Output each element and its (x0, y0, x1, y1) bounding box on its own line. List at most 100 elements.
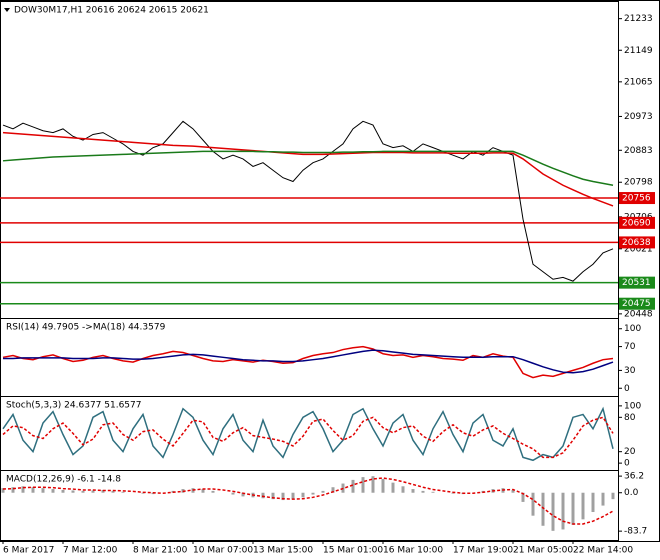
histogram-bar (521, 492, 525, 502)
histogram-bar (261, 492, 265, 499)
histogram-bar (511, 489, 515, 493)
histogram-bar (211, 490, 215, 493)
panel-title: MACD(12,26,9) -6.1 -14.8 (6, 475, 121, 485)
histogram-bar (551, 492, 555, 531)
level-box (619, 216, 655, 229)
series-line (2, 477, 614, 525)
histogram-bar (141, 492, 145, 494)
histogram-bar (371, 476, 375, 493)
x-tick-label: 15 Mar 01:00 (323, 546, 383, 556)
level-label: 20756 (622, 194, 651, 204)
histogram-bar (61, 489, 65, 493)
level-box (619, 297, 655, 310)
histogram-bar (541, 492, 545, 526)
level-label: 20475 (622, 299, 651, 309)
x-tick-label: 21 Mar 05:00 (513, 546, 573, 556)
histogram-bar (71, 490, 75, 493)
x-tick-label: 16 Mar 10:00 (383, 546, 443, 556)
histogram-bar (431, 491, 435, 493)
histogram-bar (611, 492, 615, 500)
y-tick-label: 21233 (624, 14, 653, 24)
series-line (2, 406, 614, 462)
y-tick-label: 30 (624, 366, 636, 376)
series-line (2, 120, 614, 282)
histogram-bar (31, 487, 35, 493)
y-tick-label: 100 (624, 324, 641, 334)
histogram-bar (91, 490, 95, 493)
histogram-bar (531, 492, 535, 516)
histogram-bar (451, 492, 455, 494)
panel (0, 1, 619, 319)
histogram-bar (571, 492, 575, 525)
histogram-bar (331, 487, 335, 493)
histogram-bar (311, 492, 315, 495)
x-tick-label: 10 Mar 07:00 (193, 546, 253, 556)
panel-title: RSI(14) 49.7905 ->MA(18) 44.3579 (6, 323, 166, 333)
histogram-bar (241, 492, 245, 497)
histogram-bar (41, 488, 45, 493)
y-tick-label: 20 (624, 447, 636, 457)
histogram-bar (381, 478, 385, 493)
y-tick-label: 20883 (624, 146, 653, 156)
level-box (619, 276, 655, 289)
histogram-bar (601, 492, 605, 506)
x-tick-label: 13 Mar 15:00 (253, 546, 313, 556)
y-tick-label: 20448 (624, 309, 653, 319)
y-tick-label: 0 (624, 384, 630, 394)
y-tick-label: 36.2 (624, 472, 644, 482)
histogram-bar (271, 492, 275, 500)
histogram-bar (391, 482, 395, 493)
histogram-bar (361, 477, 365, 493)
histogram-bar (281, 492, 285, 501)
histogram-bar (291, 492, 295, 500)
histogram-bar (11, 487, 15, 493)
level-label: 20690 (622, 218, 651, 228)
y-tick-label: 20798 (624, 178, 653, 188)
y-tick-label: 0 (624, 459, 630, 469)
x-tick-label: 8 Mar 21:00 (133, 546, 188, 556)
histogram-bar (231, 492, 235, 495)
panel (0, 470, 619, 541)
histogram-bar (581, 492, 585, 520)
series-line (2, 150, 614, 186)
histogram-bar (301, 492, 305, 498)
histogram-bar (121, 491, 125, 493)
x-tick-label: 7 Mar 12:00 (63, 546, 118, 556)
histogram-bar (421, 490, 425, 493)
histogram-bar (111, 490, 115, 493)
panel-title: Stoch(5,3,3) 24.6377 51.6577 (6, 401, 141, 411)
level-label: 20638 (622, 238, 651, 248)
y-tick-label: 100 (624, 401, 641, 411)
histogram-bar (21, 486, 25, 493)
y-tick-label: 20973 (624, 112, 653, 122)
y-tick-label: 21065 (624, 77, 653, 87)
x-tick-label: 22 Mar 14:00 (573, 546, 633, 556)
level-box (619, 192, 655, 205)
menu-triangle (4, 8, 10, 12)
x-tick-label: 17 Mar 19:00 (453, 546, 513, 556)
panel-title: DOW30M17,H1 20616 20624 20615 20621 (14, 6, 209, 16)
y-tick-label: 20621 (624, 244, 653, 254)
histogram-bar (561, 492, 565, 530)
level-box (619, 236, 655, 249)
histogram-bar (351, 479, 355, 493)
series-line (2, 416, 614, 459)
y-tick-label: 80 (624, 413, 636, 423)
histogram-bar (411, 489, 415, 493)
y-tick-label: 21149 (624, 46, 653, 56)
histogram-bar (81, 490, 85, 493)
y-tick-label: -83.7 (624, 527, 647, 537)
histogram-bar (591, 492, 595, 513)
histogram-bar (51, 489, 55, 493)
frame (0, 0, 660, 542)
series-line (2, 345, 614, 379)
y-tick-label: 70 (624, 342, 636, 352)
histogram-bar (101, 489, 105, 493)
histogram-bar (321, 490, 325, 493)
y-tick-label: 0.0 (624, 488, 639, 498)
series-line (3, 349, 614, 374)
x-tick-label: 6 Mar 2017 (3, 546, 54, 556)
histogram-bar (1, 488, 5, 493)
series-line (2, 131, 614, 207)
